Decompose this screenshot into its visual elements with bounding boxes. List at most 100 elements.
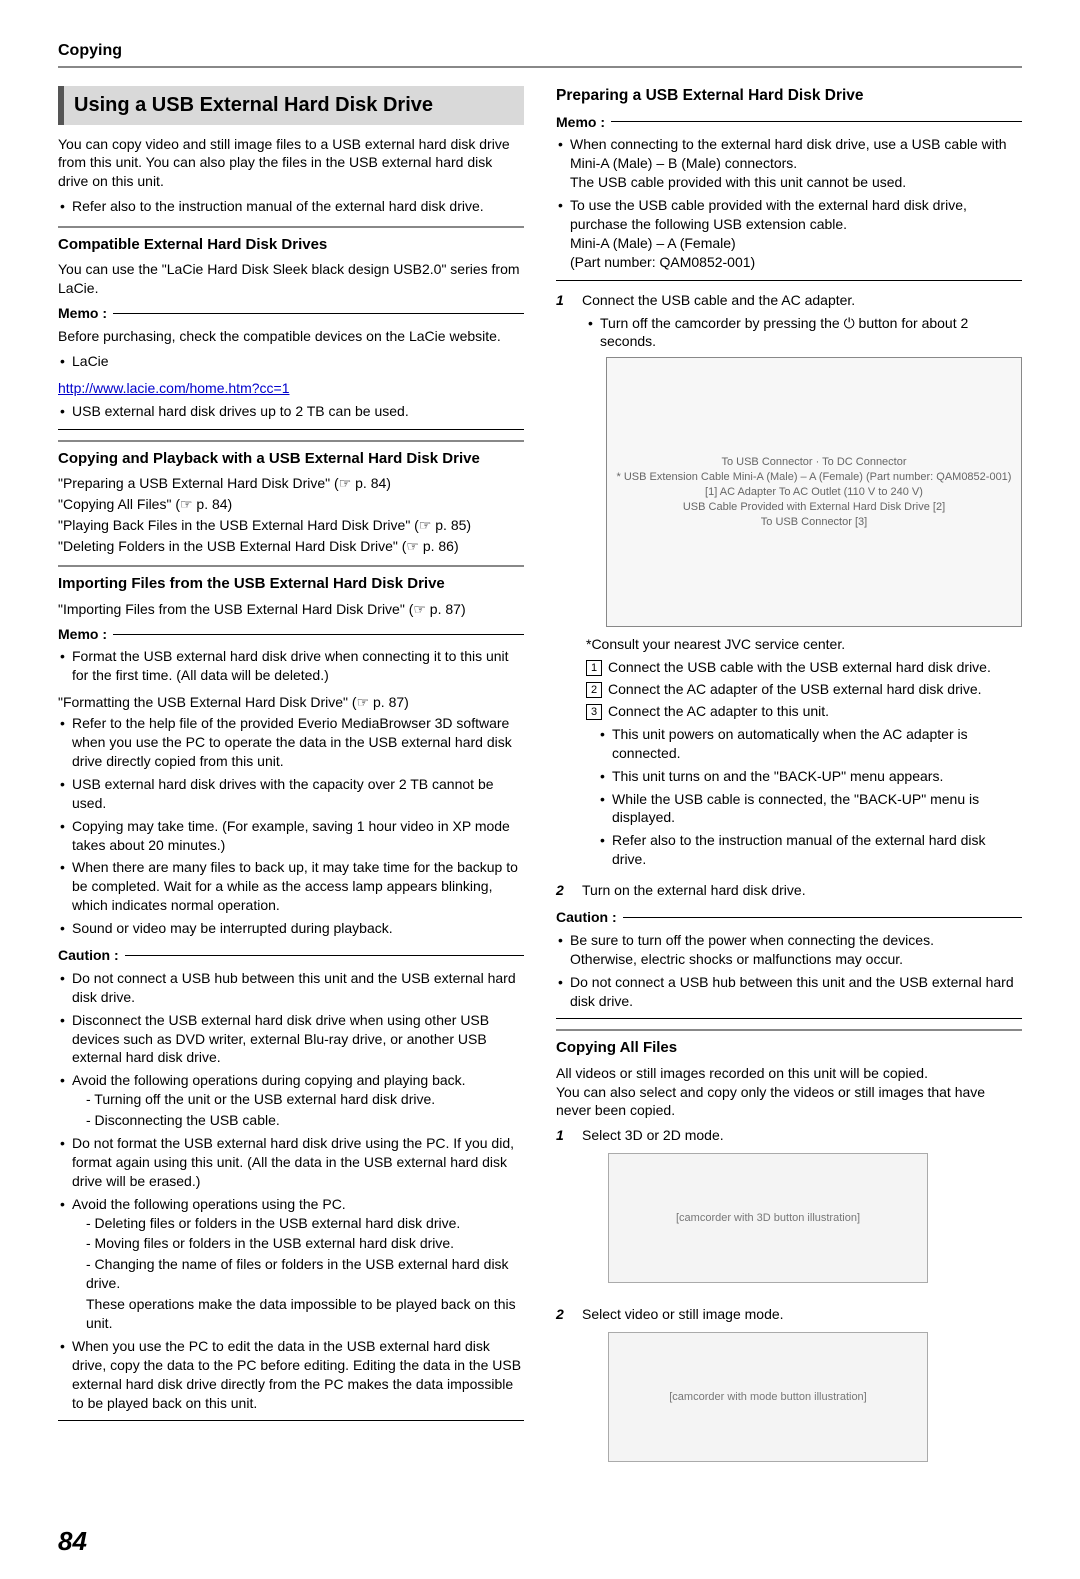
body-text: All videos or still images recorded on t… (556, 1064, 1022, 1121)
boxed-step: 1Connect the USB cable with the USB exte… (582, 658, 1022, 677)
intro-bullets: Refer also to the instruction manual of … (58, 197, 524, 216)
step: 2 Select video or still image mode. [cam… (556, 1305, 1022, 1476)
connection-diagram: To USB Connector · To DC Connector * USB… (606, 357, 1022, 627)
list-item: Refer to the help file of the provided E… (58, 714, 524, 771)
bullet-list: Format the USB external hard disk drive … (58, 647, 524, 685)
sub-line: These operations make the data impossibl… (72, 1295, 524, 1333)
caution-heading: Caution : (556, 908, 1022, 927)
list-item: When connecting to the external hard dis… (556, 135, 1022, 192)
boxed-step: 2 Connect the AC adapter of the USB exter… (582, 680, 1022, 699)
camcorder-3d-illustration: [camcorder with 3D button illustration] (608, 1153, 928, 1283)
divider (58, 226, 524, 228)
bullet-list: Turn off the camcorder by pressing the ⏻… (582, 314, 1022, 352)
bullet-list: Be sure to turn off the power when conne… (556, 931, 1022, 1011)
divider (58, 440, 524, 442)
memo-label: Memo : (556, 113, 605, 132)
step-body: Select video or still image mode. [camco… (582, 1305, 1022, 1476)
camcorder-mode-illustration: [camcorder with mode button illustration… (608, 1332, 928, 1462)
bullet-list: This unit powers on automatically when t… (594, 725, 1022, 869)
divider (58, 565, 524, 567)
caution-label: Caution : (556, 908, 617, 927)
subheading-compatible: Compatible External Hard Disk Drives (58, 235, 524, 255)
boxed-step: 3Connect the AC adapter to this unit. (582, 702, 1022, 721)
list-item: While the USB cable is connected, the "B… (598, 790, 1022, 828)
list-item: Avoid the following operations using the… (58, 1195, 524, 1333)
step-body: Connect the USB cable and the AC adapter… (582, 291, 1022, 873)
list-item: Refer also to the instruction manual of … (598, 831, 1022, 869)
step-number: 2 (556, 1305, 570, 1476)
list-item: Do not format the USB external hard disk… (58, 1134, 524, 1191)
list-item: This unit powers on automatically when t… (598, 725, 1022, 763)
divider (556, 1018, 1022, 1019)
subheading-copy-playback: Copying and Playback with a USB External… (58, 449, 524, 469)
memo-heading: Memo : (58, 304, 524, 323)
section-title: Using a USB External Hard Disk Drive (58, 86, 524, 125)
list-item: Sound or video may be interrupted during… (58, 919, 524, 938)
right-column: Preparing a USB External Hard Disk Drive… (556, 86, 1022, 1485)
bullet-list: When connecting to the external hard dis… (556, 135, 1022, 271)
page-header-rule (58, 66, 1022, 68)
list-item: Format the USB external hard disk drive … (58, 647, 524, 685)
list-item: LaCie (58, 352, 524, 371)
memo-label: Memo : (58, 304, 107, 323)
list-item: This unit turns on and the "BACK-UP" men… (598, 767, 1022, 786)
xref-line: "Importing Files from the USB External H… (58, 600, 524, 619)
xref-line: "Formatting the USB External Hard Disk D… (58, 693, 524, 712)
caution-rule (125, 955, 524, 956)
step-body: Turn on the external hard disk drive. (582, 881, 1022, 900)
list-item: When you use the PC to edit the data in … (58, 1337, 524, 1413)
sub-line: - Disconnecting the USB cable. (72, 1111, 524, 1130)
boxed-text: Connect the USB cable with the USB exter… (608, 659, 991, 675)
caution-label: Caution : (58, 946, 119, 965)
step-body: Select 3D or 2D mode. [camcorder with 3D… (582, 1126, 1022, 1297)
intro-paragraph: You can copy video and still image files… (58, 135, 524, 192)
memo-rule (611, 121, 1022, 122)
list-item: USB external hard disk drives up to 2 TB… (58, 402, 524, 421)
list-item-lead: Avoid the following operations during co… (72, 1072, 466, 1088)
procedure-steps: 1 Select 3D or 2D mode. [camcorder with … (556, 1126, 1022, 1476)
list-item: Refer also to the instruction manual of … (58, 197, 524, 216)
lacie-link[interactable]: http://www.lacie.com/home.htm?cc=1 (58, 380, 290, 396)
bullet-list: USB external hard disk drives up to 2 TB… (58, 402, 524, 421)
body-text: Before purchasing, check the compatible … (58, 327, 524, 346)
list-item: Do not connect a USB hub between this un… (58, 969, 524, 1007)
sub-line: - Moving files or folders in the USB ext… (72, 1234, 524, 1253)
boxed-num-icon: 2 (586, 682, 602, 698)
divider (556, 280, 1022, 281)
step: 1 Select 3D or 2D mode. [camcorder with … (556, 1126, 1022, 1297)
bullet-list: Do not connect a USB hub between this un… (58, 969, 524, 1413)
step-text: Turn on the external hard disk drive. (582, 881, 1022, 900)
caution-heading: Caution : (58, 946, 524, 965)
step-text: Connect the USB cable and the AC adapter… (582, 291, 1022, 310)
sub-line: - Turning off the unit or the USB extern… (72, 1090, 524, 1109)
list-item: USB external hard disk drives with the c… (58, 775, 524, 813)
step-text: Select 3D or 2D mode. (582, 1126, 1022, 1145)
page-header: Copying (58, 40, 1022, 62)
xref-line: "Copying All Files" (☞ p. 84) (58, 495, 524, 514)
list-item: When there are many files to back up, it… (58, 858, 524, 915)
memo-heading: Memo : (58, 625, 524, 644)
bullet-list: LaCie (58, 352, 524, 371)
sub-line: - Changing the name of files or folders … (72, 1255, 524, 1293)
sub-line: - Deleting files or folders in the USB e… (72, 1214, 524, 1233)
two-column-layout: Using a USB External Hard Disk Drive You… (58, 86, 1022, 1485)
memo-heading: Memo : (556, 113, 1022, 132)
boxed-num-icon: 3 (586, 704, 602, 720)
step-number: 1 (556, 1126, 570, 1297)
step-number: 2 (556, 881, 570, 900)
xref-line: "Deleting Folders in the USB External Ha… (58, 537, 524, 556)
step: 1 Connect the USB cable and the AC adapt… (556, 291, 1022, 873)
list-item: Do not connect a USB hub between this un… (556, 973, 1022, 1011)
left-column: Using a USB External Hard Disk Drive You… (58, 86, 524, 1485)
xref-line: "Preparing a USB External Hard Disk Driv… (58, 474, 524, 493)
page-number: 84 (58, 1524, 1022, 1559)
divider (556, 1029, 1022, 1031)
step-number: 1 (556, 291, 570, 873)
list-item: To use the USB cable provided with the e… (556, 196, 1022, 272)
boxed-text: Connect the AC adapter of the USB extern… (608, 681, 982, 697)
memo-rule (113, 313, 524, 314)
procedure-steps: 1 Connect the USB cable and the AC adapt… (556, 291, 1022, 900)
subheading-preparing: Preparing a USB External Hard Disk Drive (556, 86, 1022, 107)
footnote: *Consult your nearest JVC service center… (586, 635, 1022, 654)
list-item: Turn off the camcorder by pressing the ⏻… (586, 314, 1022, 352)
